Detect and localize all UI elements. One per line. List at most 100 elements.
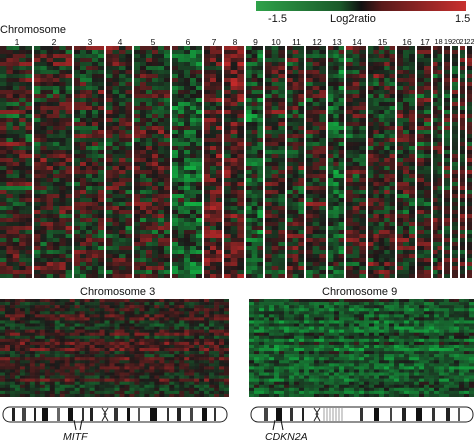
heatmap-cell xyxy=(237,102,245,107)
heatmap-cell xyxy=(46,126,54,131)
heatmap-cell xyxy=(230,78,238,83)
heatmap-cell xyxy=(224,102,231,107)
heatmap-cell xyxy=(65,102,73,107)
heatmap-cell xyxy=(194,302,200,306)
heatmap-cell xyxy=(34,154,41,159)
heatmap-cell xyxy=(298,186,305,191)
heatmap-cell xyxy=(59,206,66,211)
heatmap-cell xyxy=(204,90,211,95)
heatmap-cell xyxy=(333,190,339,195)
heatmap-cell xyxy=(246,94,252,99)
heatmap-cell xyxy=(34,348,41,352)
heatmap-cell xyxy=(397,238,404,243)
heatmap-cell xyxy=(89,351,95,355)
heatmap-cell xyxy=(373,62,380,67)
heatmap-cell xyxy=(40,186,47,191)
heatmap-cell xyxy=(64,308,70,312)
heatmap-cell xyxy=(210,242,217,247)
heatmap-cell xyxy=(397,142,404,147)
heatmap-cell xyxy=(12,110,20,115)
heatmap-cell xyxy=(333,238,339,243)
heatmap-cell xyxy=(196,218,203,223)
heatmap-cell xyxy=(460,146,466,151)
heatmap-cell xyxy=(178,194,185,199)
heatmap-cell xyxy=(368,150,374,155)
heatmap-cell xyxy=(359,202,367,207)
heatmap-cell xyxy=(452,194,459,199)
heatmap-cell xyxy=(106,138,113,143)
heatmap-cell xyxy=(271,74,279,79)
heatmap-cell xyxy=(210,254,217,259)
heatmap-cell xyxy=(86,70,93,75)
heatmap-cell xyxy=(409,170,416,175)
heatmap-cell xyxy=(403,246,410,251)
heatmap-cell xyxy=(257,206,264,211)
heatmap-cell xyxy=(164,114,171,119)
heatmap-cell xyxy=(178,210,185,215)
heatmap-cell xyxy=(271,138,279,143)
heatmap-cell xyxy=(114,329,120,333)
heatmap-cell xyxy=(452,78,459,83)
heatmap-cell xyxy=(204,186,211,191)
heatmap-cell xyxy=(46,134,54,139)
heatmap-cell xyxy=(237,66,245,71)
heatmap-cell xyxy=(452,62,459,67)
heatmap-cell xyxy=(64,329,70,333)
heatmap-cell xyxy=(6,214,14,219)
heatmap-cell xyxy=(373,46,380,51)
heatmap-cell xyxy=(152,170,159,175)
heatmap-cell xyxy=(230,94,238,99)
heatmap-cell xyxy=(164,182,171,187)
heatmap-cell xyxy=(433,102,438,107)
heatmap-cell xyxy=(409,54,416,59)
heatmap-cell xyxy=(140,154,147,159)
heatmap-cell xyxy=(271,102,279,107)
heatmap-cell xyxy=(312,190,320,195)
heatmap-cell xyxy=(452,122,459,127)
heatmap-cell xyxy=(359,90,367,95)
heatmap-cell xyxy=(265,194,272,199)
heatmap-cell xyxy=(152,62,159,67)
heatmap-cell xyxy=(86,194,93,199)
heatmap-cell xyxy=(271,210,279,215)
heatmap-cell xyxy=(204,50,211,55)
heatmap-cell xyxy=(80,150,87,155)
heatmap-cell xyxy=(352,146,360,151)
heatmap-cell xyxy=(424,270,432,275)
heatmap-cell xyxy=(403,162,410,167)
heatmap-cell xyxy=(149,323,155,327)
heatmap-cell xyxy=(237,238,245,243)
heatmap-cell xyxy=(230,242,238,247)
heatmap-cell xyxy=(6,54,14,59)
heatmap-cell xyxy=(0,62,7,67)
heatmap-cell xyxy=(298,254,305,259)
chromosome-separator xyxy=(415,46,417,278)
heatmap-cell xyxy=(460,218,466,223)
heatmap-cell xyxy=(53,170,60,175)
heatmap-cell xyxy=(216,106,223,111)
heatmap-cell xyxy=(80,166,87,171)
heatmap-cell xyxy=(338,182,345,187)
heatmap-cell xyxy=(210,126,217,131)
heatmap-cell xyxy=(164,58,171,63)
heatmap-cell xyxy=(216,274,223,278)
heatmap-cell xyxy=(53,74,60,79)
heatmap-cell xyxy=(92,102,99,107)
heatmap-cell xyxy=(49,329,56,333)
heatmap-cell xyxy=(265,58,272,63)
heatmap-cell xyxy=(0,162,7,167)
heatmap-cell xyxy=(257,106,264,111)
heatmap-cell xyxy=(271,258,279,263)
heatmap-cell xyxy=(224,348,229,352)
heatmap-cell xyxy=(119,46,126,51)
heatmap-cell xyxy=(278,186,286,191)
heatmap-cell xyxy=(46,270,54,275)
heatmap-cell xyxy=(34,54,41,59)
heatmap-cell xyxy=(164,270,171,275)
heatmap-cell xyxy=(452,250,459,255)
heatmap-cell xyxy=(378,90,385,95)
heatmap-cell xyxy=(224,202,231,207)
heatmap-cell xyxy=(34,162,41,167)
heatmap-cell xyxy=(257,274,264,278)
heatmap-cell xyxy=(164,246,171,251)
